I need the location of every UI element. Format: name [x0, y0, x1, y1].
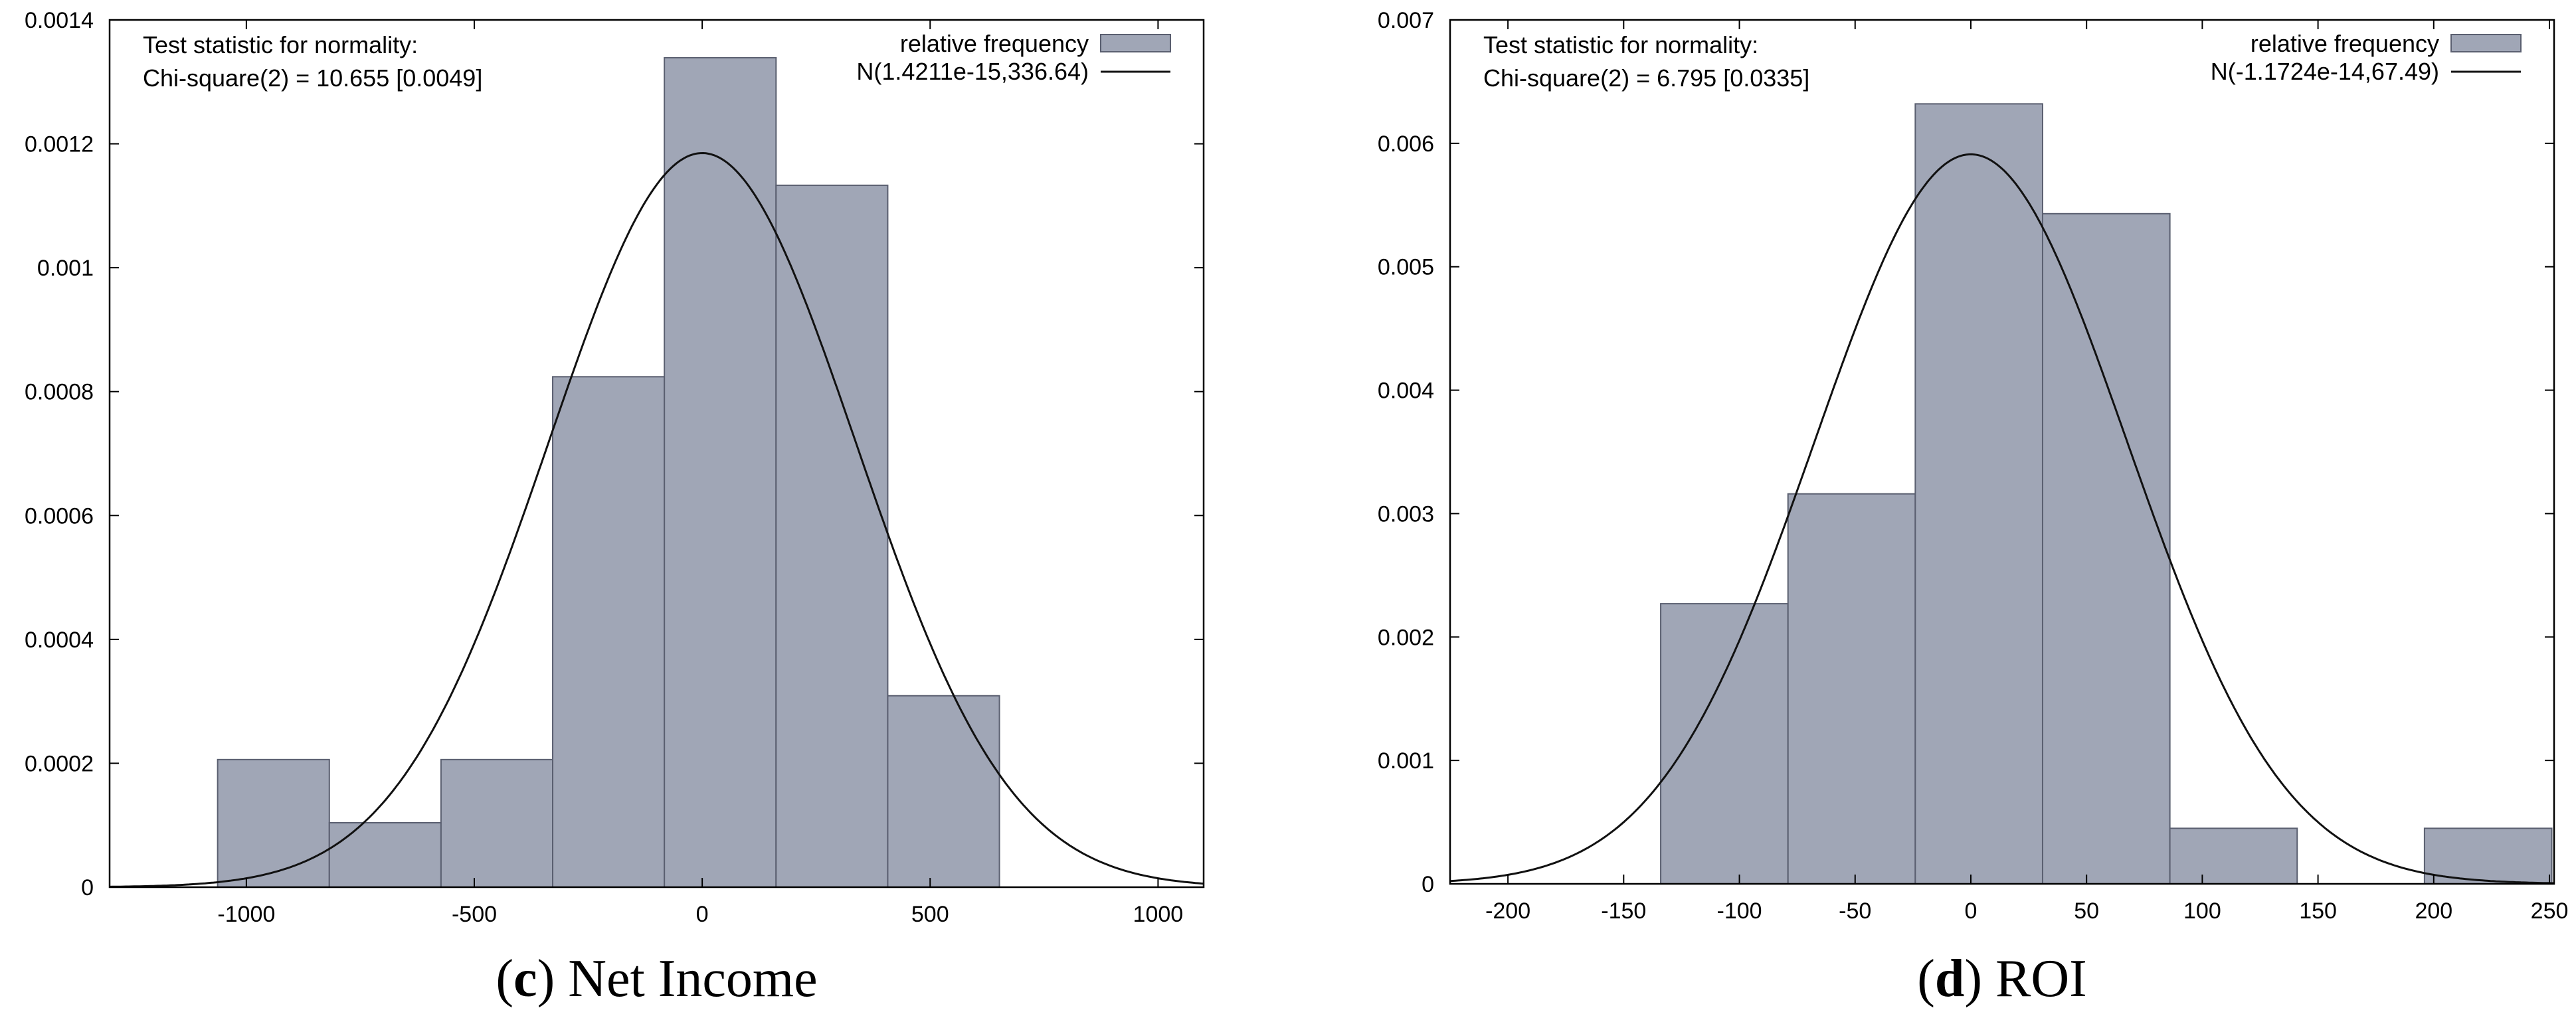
- y-tick-label: 0.001: [37, 256, 94, 281]
- x-tick-label: -1000: [217, 902, 275, 927]
- histogram-bar: [552, 376, 666, 888]
- histogram-bar: [1914, 103, 2043, 885]
- histogram-bars: [1660, 103, 2553, 885]
- histogram-bar: [664, 56, 777, 888]
- normality-test-statistic: Chi-square(2) = 6.795 [0.0335]: [1483, 64, 1809, 92]
- y-tick-label: 0.0012: [25, 132, 94, 157]
- caption-title: ROI: [1982, 950, 2087, 1008]
- x-tick-label: -200: [1485, 898, 1530, 924]
- histogram-bar: [775, 185, 889, 888]
- histogram-bar: [2423, 827, 2553, 885]
- legend-label-normal: N(1.4211e-15,336.64): [856, 58, 1089, 85]
- histogram-bar: [2041, 212, 2171, 885]
- normality-test-title: Test statistic for normality:: [1483, 31, 1758, 58]
- y-tick-label: 0.0006: [25, 503, 94, 529]
- legend-swatch-frequency: [2450, 34, 2522, 52]
- caption-letter: d: [1935, 950, 1965, 1008]
- histogram-bar: [440, 758, 554, 888]
- normality-test-statistic: Chi-square(2) = 10.655 [0.0049]: [143, 64, 482, 92]
- y-tick-label: 0.006: [1378, 131, 1434, 157]
- x-tick-label: 250: [2531, 898, 2569, 924]
- normality-test-title: Test statistic for normality:: [143, 31, 418, 58]
- legend-label-frequency: relative frequency: [2251, 30, 2439, 57]
- x-tick-label: -150: [1601, 898, 1646, 924]
- y-tick-label: 0.0002: [25, 751, 94, 776]
- y-tick-label: 0: [81, 875, 94, 900]
- x-tick-label: 0: [696, 902, 709, 927]
- histogram-bar: [217, 758, 330, 888]
- y-tick-label: 0.003: [1378, 501, 1434, 527]
- y-tick-label: 0.0014: [25, 8, 94, 33]
- y-tick-label: 0.007: [1378, 8, 1434, 33]
- y-tick-label: 0.001: [1378, 748, 1434, 774]
- legend-label-frequency: relative frequency: [900, 30, 1089, 57]
- caption-title: Net Income: [555, 950, 817, 1008]
- x-tick-label: 1000: [1133, 902, 1184, 927]
- histogram-bar: [1660, 603, 1789, 885]
- histogram-bar: [328, 821, 442, 889]
- y-tick-label: 0.0008: [25, 380, 94, 405]
- legend-label-normal: N(-1.1724e-14,67.49): [2211, 58, 2439, 85]
- axis-ticks: -200 -150 -100 -50 0 50 100 150 200 250 0 0.001 0.00…: [1378, 8, 2568, 924]
- y-tick-label: 0.005: [1378, 255, 1434, 280]
- normal-density-curve: [109, 151, 1204, 888]
- x-tick-label: -500: [452, 902, 497, 927]
- histogram-bars: [217, 56, 1000, 889]
- axis-ticks: -1000 -500 0 500 1000 0 0.0002 0.0004 0.0006 0.00…: [25, 8, 1204, 927]
- y-tick-label: 0.004: [1378, 379, 1434, 404]
- plot-frame: [108, 19, 1205, 889]
- x-tick-label: 500: [911, 902, 949, 927]
- y-tick-label: 0.002: [1378, 625, 1434, 650]
- chart-caption: (c) Net Income: [496, 950, 817, 1008]
- caption-letter: c: [513, 950, 537, 1008]
- histogram-bar: [2169, 827, 2298, 885]
- x-tick-label: -100: [1717, 898, 1762, 924]
- legend-swatch-frequency: [1100, 34, 1171, 52]
- x-tick-label: 0: [1965, 898, 1978, 924]
- x-tick-label: -50: [1839, 898, 1871, 924]
- y-tick-label: 0: [1422, 872, 1434, 897]
- chart-caption: (d) ROI: [1917, 950, 2087, 1008]
- chart-roi: -200 -150 -100 -50 0 50 100 150 200 250 0 0.001 0.00…: [1378, 8, 2568, 1008]
- x-tick-label: 200: [2415, 898, 2452, 924]
- x-tick-label: 100: [2183, 898, 2221, 924]
- histogram-bar: [1787, 493, 1916, 885]
- x-tick-label: 150: [2299, 898, 2337, 924]
- plot-frame: [1449, 19, 2555, 885]
- chart-net-income: -1000 -500 0 500 1000 0 0.0002 0.0004 0.0006 0.00…: [25, 8, 1205, 1008]
- y-tick-label: 0.0004: [25, 628, 94, 653]
- normal-density-curve: [1449, 153, 2555, 885]
- histogram-bar: [887, 695, 1000, 889]
- x-tick-label: 50: [2074, 898, 2099, 924]
